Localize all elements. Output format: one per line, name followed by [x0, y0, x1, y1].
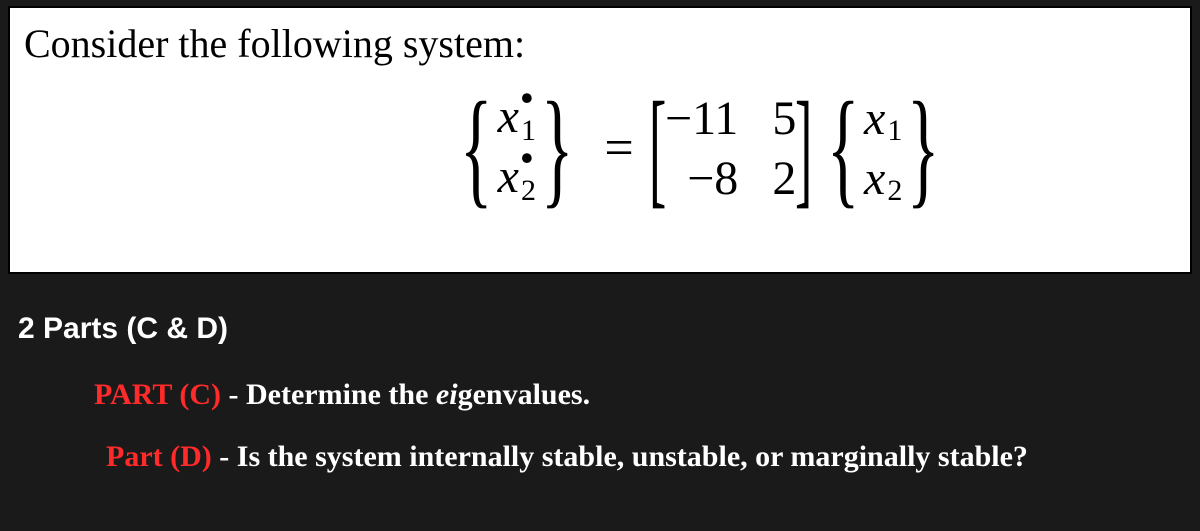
right-brace-icon-2: } — [907, 98, 939, 199]
right-brace-icon: } — [541, 98, 573, 199]
problem-prompt: Consider the following system: — [24, 20, 1176, 67]
part-d-line: Part (D) - Is the system internally stab… — [106, 440, 1182, 474]
right-bracket-icon: ] — [795, 98, 812, 199]
rhs-x1: x1 — [864, 89, 902, 149]
left-brace-icon: { — [460, 98, 492, 199]
parts-header: 2 Parts (C & D) — [18, 312, 1182, 346]
a-matrix: [ −11 −8 5 2 ] — [650, 89, 812, 209]
eigen-rest: genvalues — [458, 378, 583, 411]
part-c-label: PART (C) — [94, 378, 221, 411]
part-d-dash: - — [212, 440, 237, 473]
part-d-text: Is the system internally stable, unstabl… — [237, 440, 1028, 473]
left-bracket-icon: [ — [649, 98, 666, 199]
problem-box: Consider the following system: { x1 x2 }… — [8, 6, 1192, 274]
part-c-text1: Determine the — [246, 378, 436, 411]
a22: 2 — [772, 149, 796, 209]
part-c-dash: - — [221, 378, 246, 411]
lhs-vector: { x1 x2 } — [445, 89, 588, 209]
part-c-line: PART (C) - Determine the eigenvalues. — [94, 378, 1182, 412]
a21: −8 — [687, 149, 738, 209]
left-brace-icon-2: { — [827, 98, 859, 199]
a11: −11 — [665, 89, 738, 149]
rhs-column: x1 x2 — [864, 89, 902, 209]
matrix-columns: −11 −8 5 2 — [665, 89, 796, 209]
part-d-label: Part (D) — [106, 440, 212, 473]
part-c-period: . — [583, 378, 591, 411]
equals-sign: = — [604, 123, 633, 175]
eigen-prefix: ei — [436, 378, 458, 411]
lhs-column: x1 x2 — [498, 89, 536, 209]
matrix-col2: 5 2 — [772, 89, 796, 209]
rhs-x2: x2 — [864, 149, 902, 209]
matrix-col1: −11 −8 — [665, 89, 738, 209]
equation-container: { x1 x2 } = [ −11 −8 — [24, 89, 1176, 209]
a12: 5 — [772, 89, 796, 149]
parts-section: 2 Parts (C & D) PART (C) - Determine the… — [0, 274, 1200, 474]
state-equation: { x1 x2 } = [ −11 −8 — [445, 89, 954, 209]
lhs-x2dot: x2 — [498, 149, 536, 209]
rhs-vector: { x1 x2 } — [812, 89, 955, 209]
